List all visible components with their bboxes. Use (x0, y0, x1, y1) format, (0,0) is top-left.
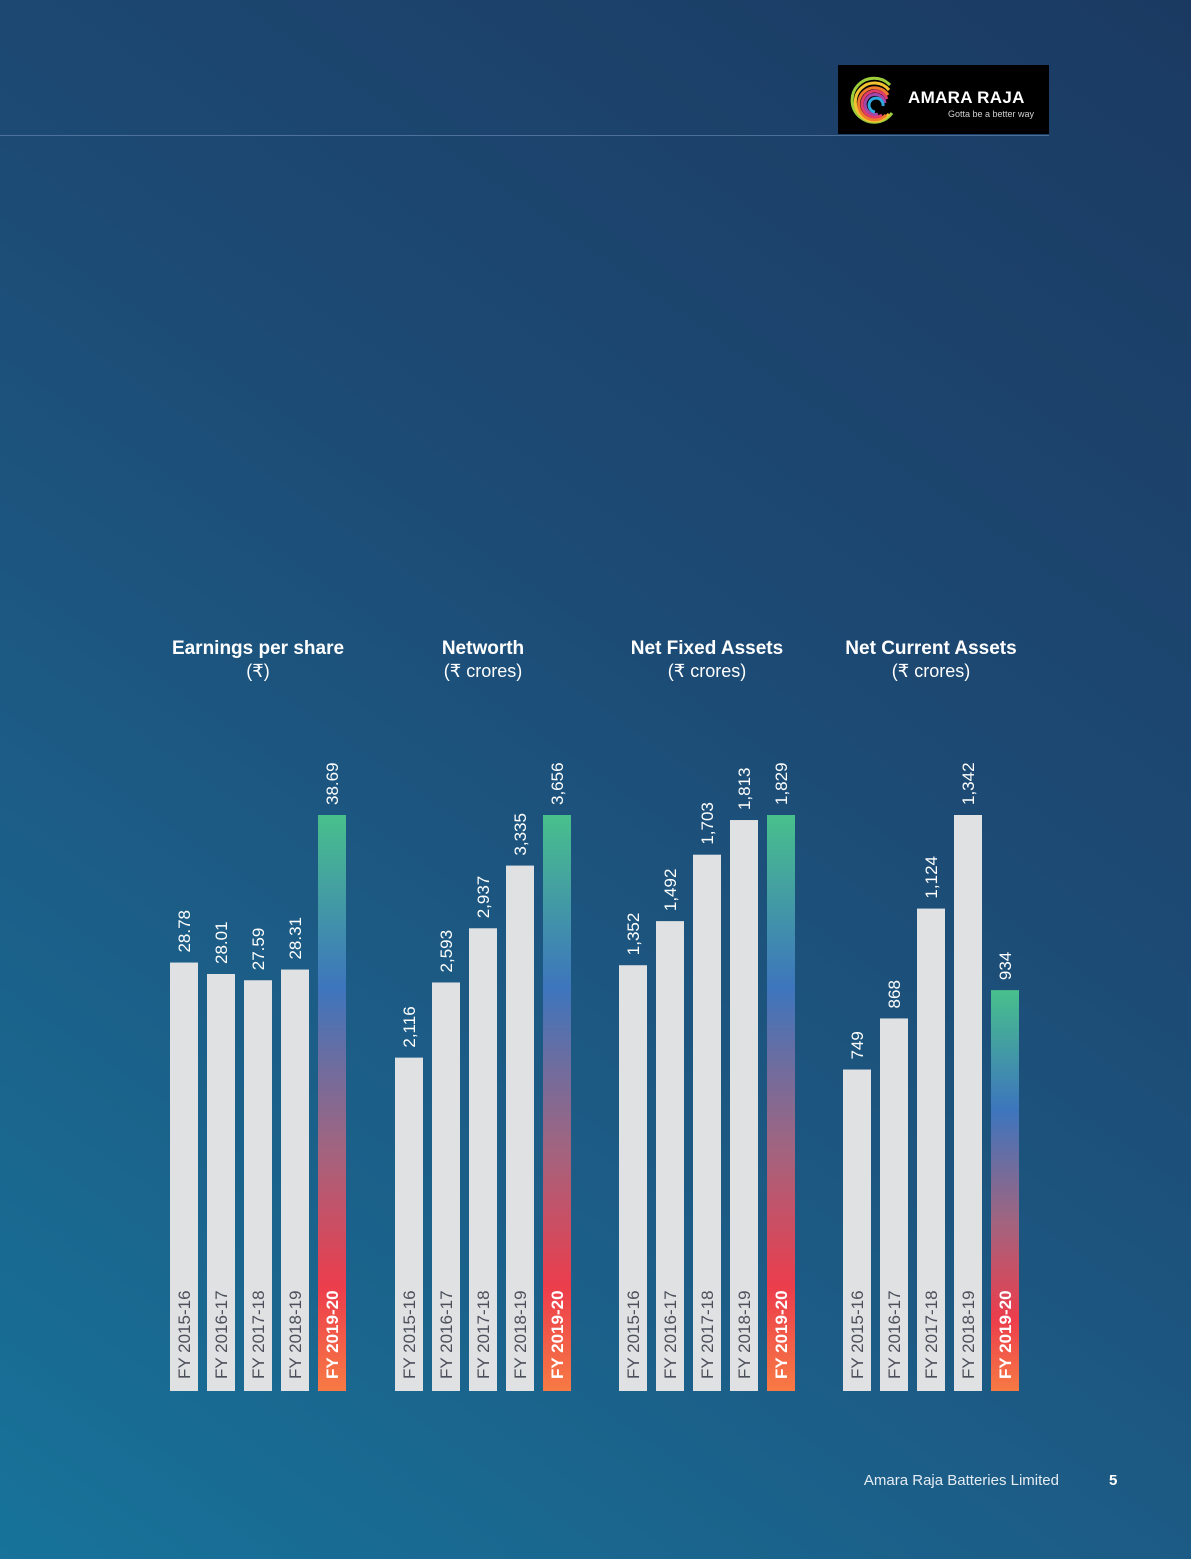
bar (767, 815, 795, 1391)
page-number: 5 (1109, 1472, 1118, 1489)
value-label: 1,124 (922, 856, 941, 899)
value-label: 3,335 (511, 813, 530, 856)
bar (730, 820, 758, 1391)
value-label: 2,116 (400, 1006, 419, 1047)
bar (693, 854, 721, 1391)
category-label: FY 2018-19 (959, 1290, 978, 1379)
category-label: FY 2016-17 (437, 1290, 456, 1379)
value-label: 28.31 (286, 917, 305, 960)
category-label: FY 2015-16 (624, 1290, 643, 1379)
category-label: FY 2016-17 (885, 1290, 904, 1379)
category-label: FY 2019-20 (323, 1290, 342, 1379)
value-label: 934 (996, 952, 1015, 980)
category-label: FY 2019-20 (996, 1290, 1015, 1379)
category-label: FY 2016-17 (661, 1290, 680, 1379)
value-label: 1,352 (624, 913, 643, 956)
category-label: FY 2015-16 (848, 1290, 867, 1379)
bar (880, 1018, 908, 1391)
bar (506, 865, 534, 1391)
chart-subtitle: (₹ crores) (668, 661, 746, 681)
chart-title: Networth (442, 638, 524, 659)
chart-2: Net Fixed Assets(₹ crores) FY 2015-16 1,35… (619, 638, 795, 1391)
value-label: 38.69 (323, 762, 342, 805)
value-label: 1,492 (661, 869, 680, 912)
chart-3: Net Current Assets(₹ crores) FY 2015-16 74… (843, 638, 1019, 1391)
value-label: 3,656 (548, 762, 567, 805)
chart-subtitle: (₹) (246, 661, 269, 681)
category-label: FY 2015-16 (175, 1290, 194, 1379)
value-label: 28.01 (212, 921, 231, 964)
footer-company: Amara Raja Batteries Limited (863, 1472, 1059, 1489)
category-label: FY 2018-19 (286, 1290, 305, 1379)
value-label: 1,703 (698, 802, 717, 845)
category-label: FY 2018-19 (511, 1290, 530, 1379)
value-label: 1,829 (772, 762, 791, 805)
bar (395, 1057, 423, 1391)
bar (843, 1069, 871, 1391)
value-label: 28.78 (175, 910, 194, 953)
chart-subtitle: (₹ crores) (444, 661, 522, 681)
category-label: FY 2019-20 (548, 1290, 567, 1379)
category-label: FY 2018-19 (735, 1290, 754, 1379)
value-label: 2,937 (474, 876, 493, 919)
category-label: FY 2016-17 (212, 1290, 231, 1379)
category-label: FY 2015-16 (400, 1290, 419, 1379)
bar (619, 965, 647, 1391)
brand-logo: AMARA RAJA Gotta be a better way (838, 65, 1049, 134)
bar (917, 908, 945, 1391)
bar (244, 980, 272, 1391)
bar (170, 962, 198, 1391)
category-label: FY 2017-18 (922, 1290, 941, 1379)
header-rule (0, 135, 1049, 136)
bar (207, 973, 235, 1391)
category-label: FY 2017-18 (474, 1290, 493, 1379)
bar (954, 815, 982, 1391)
chart-title: Net Current Assets (845, 638, 1016, 659)
bar (543, 815, 571, 1391)
bar (281, 969, 309, 1391)
category-label: FY 2017-18 (249, 1290, 268, 1379)
value-label: 749 (848, 1031, 867, 1059)
category-label: FY 2019-20 (772, 1290, 791, 1379)
chart-1: Networth(₹ crores) FY 2015-16 2,116 FY 2016… (395, 638, 571, 1391)
chart-0: Earnings per share(₹) FY 2015-16 28.78 FY 2… (170, 638, 346, 1391)
chart-title: Net Fixed Assets (631, 638, 783, 659)
value-label: 1,342 (959, 762, 978, 805)
value-label: 27.59 (249, 928, 268, 971)
bar (991, 990, 1019, 1391)
chart-title: Earnings per share (172, 638, 344, 659)
brand-tagline: Gotta be a better way (948, 109, 1035, 119)
value-label: 868 (885, 980, 904, 1008)
value-label: 1,813 (735, 767, 754, 810)
bar (432, 982, 460, 1391)
chart-subtitle: (₹ crores) (892, 661, 970, 681)
bar (318, 815, 346, 1391)
bar (656, 921, 684, 1391)
category-label: FY 2017-18 (698, 1290, 717, 1379)
bar (469, 928, 497, 1391)
brand-name: AMARA RAJA (908, 88, 1025, 107)
swirl-logo-icon (850, 76, 894, 124)
value-label: 2,593 (437, 930, 456, 973)
